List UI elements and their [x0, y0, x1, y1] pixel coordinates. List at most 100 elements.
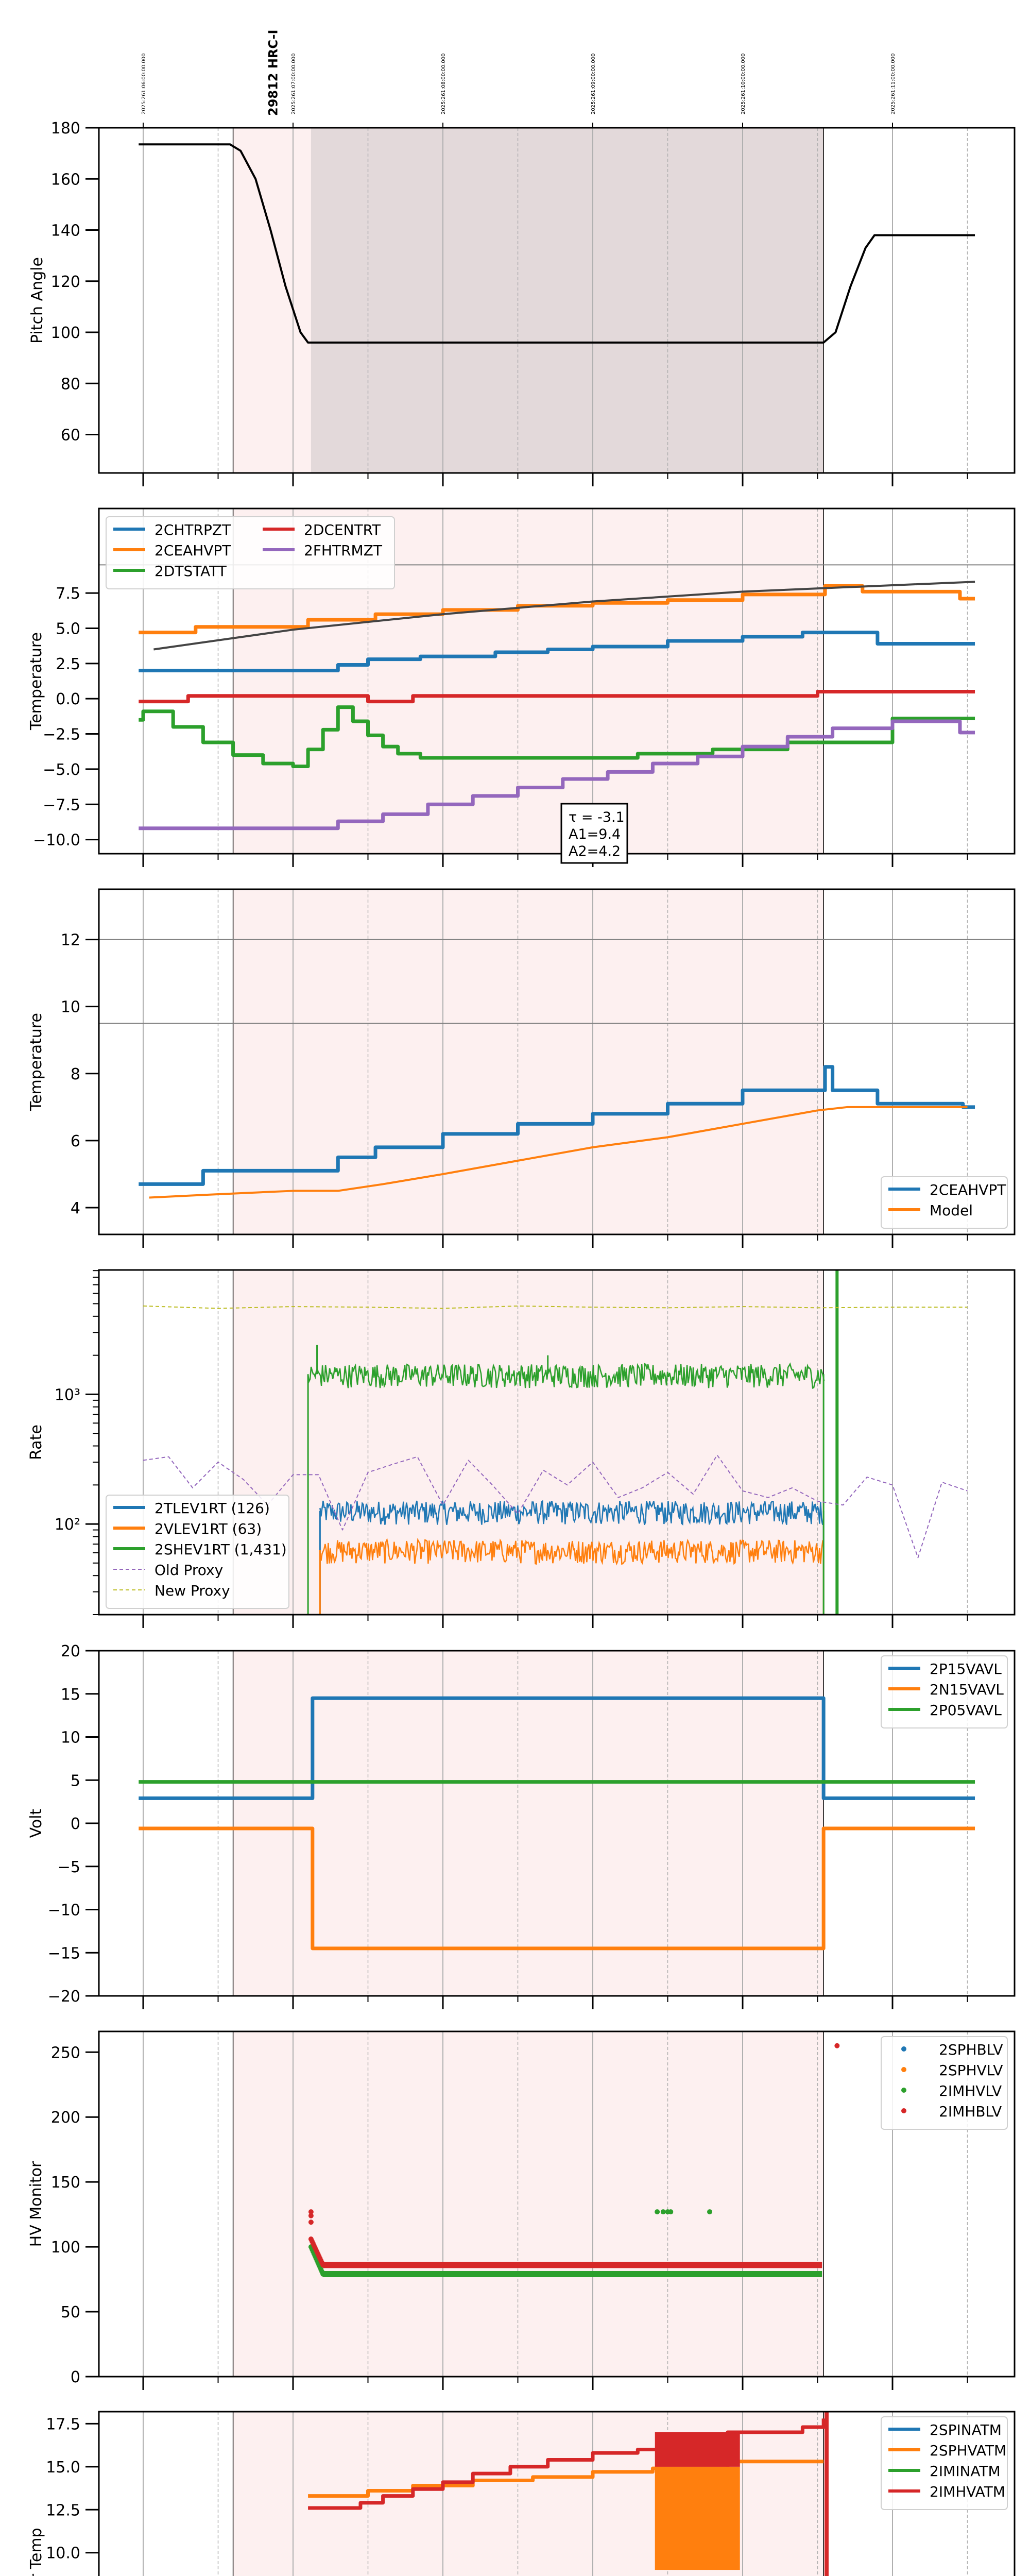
legend-label: Old Proxy — [154, 1562, 223, 1579]
y-tick-label: 10 — [61, 1729, 80, 1747]
legend-label: New Proxy — [154, 1582, 230, 1599]
y-tick-label: −5.0 — [43, 761, 80, 779]
legend-label: 2N15VAVL — [930, 1681, 1004, 1698]
series-2imhvlv-point — [707, 2209, 712, 2215]
plot-area — [139, 143, 975, 344]
plot-area — [308, 2043, 840, 2278]
chart-panel-3: 4 6 8 10 12 Temperature 2CEAHVPT Model — [27, 888, 1016, 1248]
chart-panel-1: 60 80 100 120 140 160 180 Pitch Angle — [28, 120, 1016, 486]
legend-box — [881, 2036, 1008, 2130]
dwell-shade — [311, 128, 824, 473]
y-tick-label: 8 — [71, 1065, 80, 1083]
y-tick-label: 15 — [61, 1686, 80, 1704]
noise-band-red — [655, 2432, 740, 2467]
axes-frame — [98, 888, 1016, 1235]
observation-shade — [233, 1651, 824, 1996]
legend-label: 2DTSTATT — [154, 563, 227, 580]
y-tick-label: 100 — [51, 2239, 80, 2257]
legend-label: 2SPINATM — [930, 2421, 1002, 2438]
legend: 2CEAHVPT Model — [881, 1176, 1008, 1229]
y-tick-label: 80 — [61, 375, 80, 393]
y-tick-label: −2.5 — [43, 726, 80, 744]
series-2p15vavl — [139, 1696, 975, 1800]
series-2tlev1rt-126- — [319, 1500, 825, 1526]
legend-label: Model — [930, 1202, 973, 1219]
series-2imhblv-point — [308, 2209, 314, 2215]
legend-marker — [901, 2046, 906, 2052]
y-tick-label: 7.5 — [56, 585, 80, 603]
y-tick-label: 250 — [51, 2044, 80, 2062]
y-tick-label: 5 — [71, 1772, 80, 1790]
legend: 2SPHBLV 2SPHVLV 2IMHVLV 2IMHBLV — [881, 2036, 1008, 2130]
y-axis-label: Volt — [27, 1808, 45, 1838]
y-tick-label: −10 — [48, 1902, 80, 1920]
series-2chtrpzt — [139, 631, 975, 672]
y-axis-label: Pitch Angle — [28, 257, 46, 344]
series-pitch — [139, 143, 975, 344]
y-tick-label: 180 — [51, 120, 80, 138]
y-tick-label: 10.0 — [46, 2545, 80, 2563]
series-new-proxy — [143, 1305, 968, 1309]
y-tick-label: 10² — [55, 1516, 80, 1534]
series-2dtstatt — [139, 705, 975, 768]
obsid-label: 29812 HRC-I — [266, 30, 281, 116]
y-tick-label: −20 — [48, 1988, 80, 2006]
legend-label: 2TLEV1RT (126) — [154, 1500, 270, 1517]
plot-area — [139, 1696, 975, 1951]
y-tick-label: 2.5 — [56, 655, 80, 673]
y-tick-label: 17.5 — [46, 2415, 80, 2433]
legend-marker — [901, 2067, 906, 2072]
axes-frame — [98, 127, 1016, 474]
y-tick-label: 60 — [61, 427, 80, 445]
y-tick-label: 15.0 — [46, 2459, 80, 2477]
top-time-label: 2025:261:09:00:00.000 — [591, 54, 596, 114]
legend-label: 2SHEV1RT (1,431) — [154, 1541, 287, 1558]
series-2imhblv-point — [308, 2213, 314, 2218]
legend-label: 2FHTRMZT — [304, 542, 383, 559]
y-tick-label: 160 — [51, 171, 80, 189]
y-tick-label: −5 — [58, 1858, 80, 1876]
series-2fhtrmzt — [139, 719, 975, 831]
y-tick-label: 10 — [61, 998, 80, 1016]
observation-shade — [233, 889, 824, 1234]
legend-label: 2CEAHVPT — [154, 542, 231, 559]
legend-marker — [901, 2088, 906, 2093]
legend-label: 2SPHVATM — [930, 2442, 1006, 2459]
top-time-label: 2025:261:11:00:00.000 — [890, 54, 896, 114]
legend-marker — [901, 2108, 906, 2113]
y-tick-label: 200 — [51, 2109, 80, 2127]
series-2imhvlv-point — [660, 2209, 666, 2215]
y-axis-label: Temperature — [27, 632, 45, 731]
legend-label: 2SPHBLV — [939, 2041, 1003, 2058]
y-tick-label: −15 — [48, 1944, 80, 1962]
fit-annotation-line: A1=9.4 — [569, 826, 621, 842]
legend-label: 2VLEV1RT (63) — [154, 1520, 262, 1537]
y-axis-label: Rate — [27, 1425, 45, 1460]
legend-label: 2P05VAVL — [930, 1702, 1002, 1719]
chart-panel-7: 0.02.55.07.510.012.515.017.5Detector Tem… — [27, 2411, 1016, 2576]
legend-label: 2CHTRPZT — [154, 521, 231, 538]
plot-area — [139, 581, 975, 831]
y-axis-label: HV Monitor — [27, 2161, 45, 2247]
legend-box — [106, 1495, 289, 1609]
y-tick-label: 4 — [71, 1199, 80, 1217]
top-time-label: 2025:261:08:00:00.000 — [441, 54, 447, 114]
top-time-labels: 2025:261:06:00:00.000 2025:261:07:00:00.0… — [141, 54, 896, 128]
series-model — [153, 581, 975, 651]
y-tick-label: 10³ — [55, 1386, 80, 1404]
series-2n15vavl — [139, 1826, 975, 1951]
axes-frame — [98, 1269, 1016, 1616]
series-2imhblv-point — [834, 2043, 840, 2048]
series-2imhblv-point — [308, 2219, 314, 2225]
legend: 2SPINATM 2SPHVATM 2IMINATM 2IMHVATM — [881, 2416, 1008, 2510]
legend: 2TLEV1RT (126) 2VLEV1RT (63) 2SHEV1RT (1,4… — [106, 1495, 289, 1609]
y-tick-label: −10.0 — [33, 832, 80, 850]
y-tick-label: 12 — [61, 931, 80, 950]
y-tick-label: 6 — [71, 1132, 80, 1150]
y-tick-label: 50 — [61, 2303, 80, 2321]
y-tick-label: 140 — [51, 222, 80, 240]
y-tick-label: 20 — [61, 1642, 80, 1660]
y-tick-label: 12.5 — [46, 2501, 80, 2519]
